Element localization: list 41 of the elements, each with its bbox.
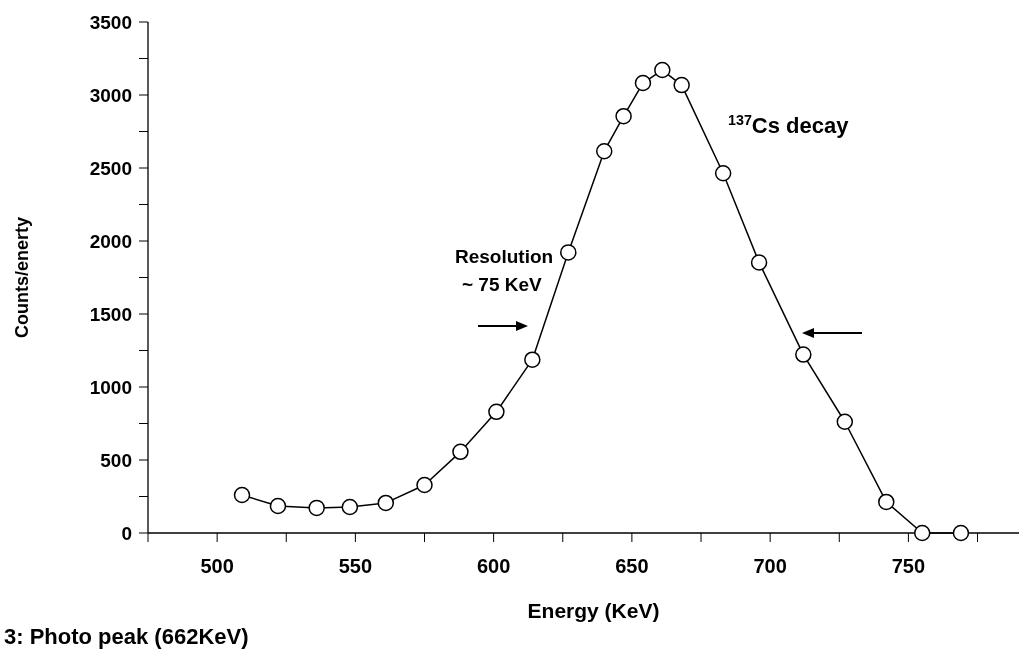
point [714,165,732,182]
point [416,476,433,494]
point [673,76,690,94]
x-tick-label: 750 [891,555,926,577]
y-tick-label: 3500 [89,11,132,33]
point [308,499,325,517]
y-tick-label: 1000 [89,376,132,398]
point [913,524,931,542]
y-tick-label: 2500 [89,157,132,179]
point [634,74,652,92]
x-tick-label: 550 [338,555,373,577]
point [341,498,359,516]
point [795,346,812,363]
point [595,142,613,160]
point [836,413,854,430]
point [233,486,251,504]
point [952,524,970,542]
x-axis-title: Energy (KeV) [527,599,660,622]
point [269,497,287,515]
y-tick-label: 2000 [89,230,132,252]
x-tick-label: 500 [200,555,234,577]
annotation: $^{137}$Cs decay [728,112,850,138]
x-tick-label: 600 [476,555,511,577]
y-tick-label: 3000 [89,84,132,106]
y-tick-label: 0 [121,522,132,544]
annotation: Resolution ~ 75 KeV [455,246,554,295]
text: 3: Photo peak (662KeV) [4,624,249,649]
point [615,107,632,125]
x-tick-label: 650 [615,555,649,577]
point [878,493,895,511]
point [750,254,768,271]
y-tick-label: 500 [100,449,132,471]
point [488,403,505,421]
point [452,443,469,461]
y-axis-title: Counts/enerty [12,216,32,339]
point [524,351,541,368]
y-tick-label: 1500 [89,303,132,325]
point [377,494,395,512]
point [560,244,577,261]
x-tick-label: 700 [753,555,787,577]
point [654,61,671,79]
